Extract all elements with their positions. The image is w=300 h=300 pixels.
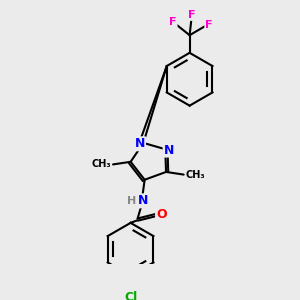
Text: N: N xyxy=(135,137,145,150)
Text: Cl: Cl xyxy=(124,291,137,300)
Text: F: F xyxy=(205,20,213,30)
Text: H: H xyxy=(127,196,136,206)
Text: O: O xyxy=(156,208,167,220)
Text: F: F xyxy=(188,10,195,20)
Text: N: N xyxy=(164,144,174,157)
Text: N: N xyxy=(138,194,148,207)
Text: CH₃: CH₃ xyxy=(92,159,111,170)
Text: F: F xyxy=(169,17,177,27)
Text: CH₃: CH₃ xyxy=(185,169,205,180)
